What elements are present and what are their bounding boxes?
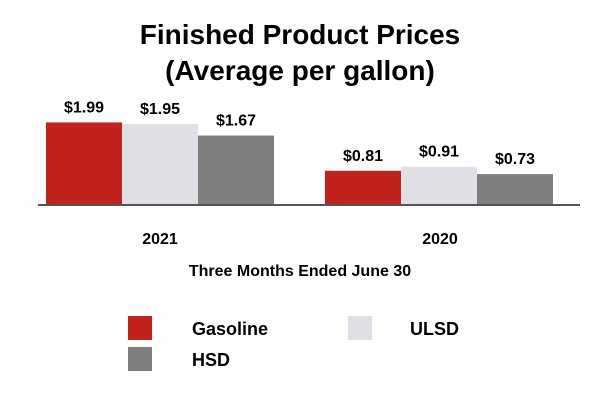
data-label-hsd-2020: $0.73 — [495, 151, 535, 168]
data-label-gasoline-2021: $1.99 — [64, 99, 104, 116]
x-axis-title: Three Months Ended June 30 — [189, 263, 411, 280]
data-label-hsd-2021: $1.67 — [216, 113, 256, 130]
data-label-gasoline-2020: $0.81 — [343, 148, 383, 165]
bar-hsd-2020 — [477, 174, 553, 204]
legend-swatch-hsd — [128, 347, 152, 371]
data-label-ulsd-2021: $1.95 — [140, 101, 180, 118]
bar-ulsd-2021 — [122, 124, 198, 204]
chart-title-line-2: (Average per gallon) — [165, 55, 435, 86]
bar-gasoline-2020 — [325, 170, 401, 204]
data-label-ulsd-2020: $0.91 — [419, 144, 459, 161]
legend-swatch-ulsd — [348, 316, 372, 340]
bar-gasoline-2021 — [46, 122, 122, 204]
legend: Gasoline ULSD HSD — [128, 316, 459, 371]
chart-title-line-1: Finished Product Prices — [140, 19, 461, 50]
category-label-2020: 2020 — [422, 231, 458, 248]
legend-label-gasoline: Gasoline — [192, 319, 268, 339]
legend-swatch-gasoline — [128, 316, 152, 340]
bar-ulsd-2020 — [401, 166, 477, 204]
category-label-2021: 2021 — [142, 231, 178, 248]
legend-label-hsd: HSD — [192, 350, 230, 370]
bars-group — [46, 122, 553, 204]
bar-hsd-2021 — [198, 135, 274, 204]
legend-label-ulsd: ULSD — [410, 319, 459, 339]
data-labels-group: $1.99 $1.95 $1.67 $0.81 $0.91 $0.73 — [64, 99, 535, 168]
